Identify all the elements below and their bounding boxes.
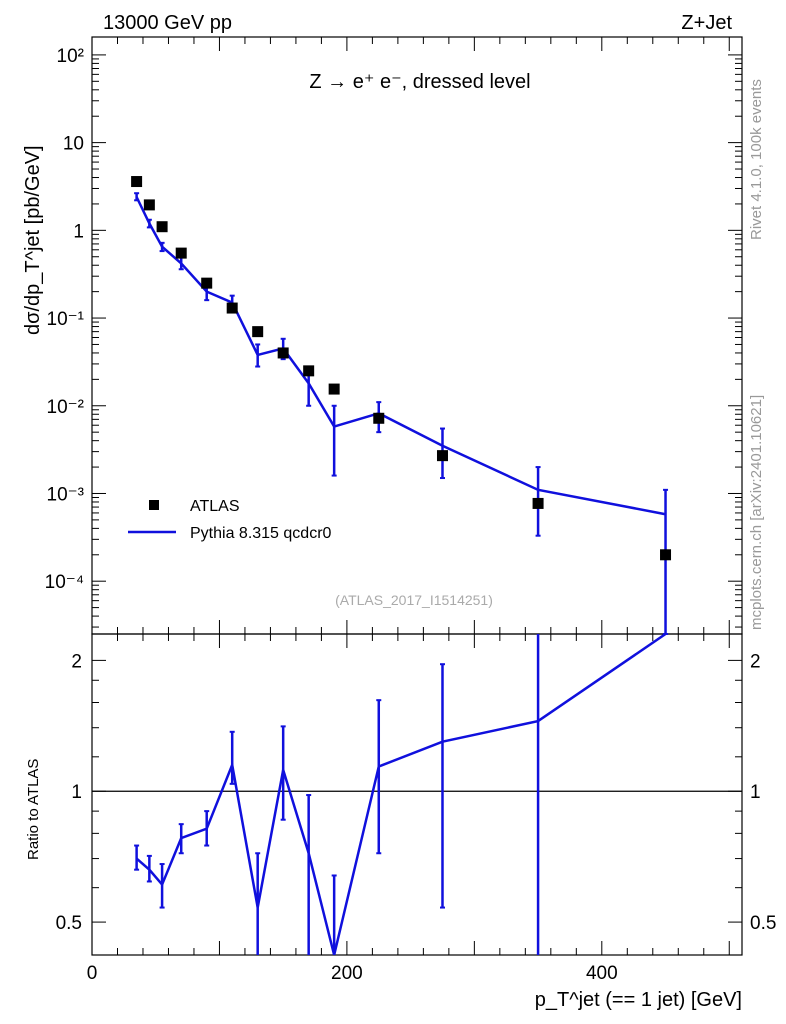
mcplots-label: mcplots.cern.ch [arXiv:2401.10621] (748, 395, 765, 630)
ratio-plot-frame (91, 633, 743, 956)
analysis-tag: (ATLAS_2017_I1514251) (335, 592, 493, 608)
main-ytick-label: 10⁻³ (47, 484, 85, 505)
ratio-ytick-label-left: 1 (71, 782, 82, 803)
ratio-series (134, 633, 669, 955)
process-annotation: Z → e⁺ e⁻, dressed level (309, 71, 530, 93)
xtick-label: 200 (331, 963, 363, 984)
collision-label: 13000 GeV pp (103, 12, 232, 34)
main-ytick-label: 10⁻¹ (47, 309, 85, 330)
ratio-ytick-label-right: 0.5 (750, 913, 776, 934)
main-ytick-label: 10² (57, 46, 84, 67)
ratio-ytick-label-left: 0.5 (56, 913, 82, 934)
main-ytick-label: 10⁻⁴ (45, 572, 84, 593)
legend-atlas-marker (149, 500, 159, 510)
atlas-point (436, 450, 448, 462)
legend-atlas-label: ATLAS (190, 498, 240, 515)
pythia-line (135, 196, 666, 516)
xaxis-label: p_T^jet (== 1 jet) [GeV] (535, 989, 742, 1011)
atlas-series (131, 176, 672, 561)
ratio-ylabel: Ratio to ATLAS (25, 759, 42, 860)
atlas-point (156, 221, 168, 233)
atlas-point (328, 383, 340, 395)
ratio-ytick-label-right: 1 (750, 782, 761, 803)
atlas-point (201, 277, 213, 289)
xtick-label: 400 (586, 963, 618, 984)
atlas-point (660, 549, 672, 561)
atlas-point (131, 176, 143, 188)
pythia-series (134, 192, 669, 635)
atlas-point (373, 412, 385, 424)
atlas-point (277, 347, 289, 359)
axes-layer: 10² 10 1 10⁻¹ 10⁻² 10⁻³ 10⁻⁴ 0 200 400 0.5 0.5 1 1 2 2 (45, 37, 776, 984)
main-ytick-label: 10⁻² (47, 397, 85, 418)
main-plot-frame (91, 36, 743, 635)
atlas-point (226, 302, 238, 314)
ratio-ytick-label-right: 2 (750, 651, 761, 672)
main-ytick-label: 1 (73, 221, 84, 242)
ratio-line (135, 634, 667, 955)
atlas-point (303, 365, 315, 377)
atlas-point (252, 326, 264, 338)
atlas-point (532, 497, 544, 509)
atlas-point (143, 199, 155, 211)
legend: ATLAS Pythia 8.315 qcdcr0 (128, 498, 332, 542)
atlas-point (175, 247, 187, 259)
legend-pythia-label: Pythia 8.315 qcdcr0 (190, 525, 332, 542)
rivet-version-label: Rivet 4.1.0, 100k events (748, 79, 765, 240)
main-ytick-label: 10 (63, 134, 84, 155)
ratio-ytick-label-left: 2 (71, 651, 82, 672)
xtick-label: 0 (87, 963, 98, 984)
process-label: Z+Jet (681, 12, 732, 34)
main-ylabel: dσ/dp_T^jet [pb/GeV] (22, 145, 44, 335)
